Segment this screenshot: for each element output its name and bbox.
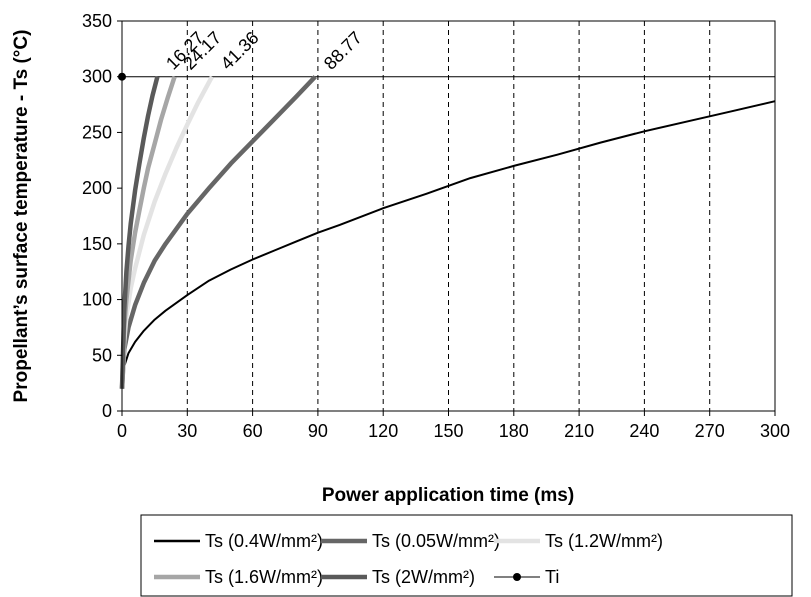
y-tick-label: 50 bbox=[92, 345, 112, 365]
y-tick-label: 300 bbox=[82, 67, 112, 87]
series-line bbox=[121, 100, 776, 389]
series-line bbox=[119, 75, 317, 389]
legend-label: Ts (1.2W/mm²) bbox=[545, 531, 663, 551]
annotation-label: 88.77 bbox=[320, 28, 366, 74]
x-tick-label: 90 bbox=[308, 421, 328, 441]
series-line bbox=[119, 76, 160, 389]
x-tick-label: 270 bbox=[695, 421, 725, 441]
y-axis-title: Propellant’s surface temperature - Ts (°… bbox=[11, 30, 32, 403]
legend: Ts (0.4W/mm²) Ts (0.05W/mm²) Ts (1.2W/mm²)… bbox=[140, 514, 793, 597]
y-tick-label: 0 bbox=[102, 401, 112, 421]
legend-marker bbox=[513, 573, 521, 581]
axes: 0 50 100 150 200 250 300 350 0 30 60 90 120 150 180 210… bbox=[82, 11, 790, 441]
x-axis-title: Power application time (ms) bbox=[322, 485, 574, 506]
legend-label: Ts (0.05W/mm²) bbox=[372, 531, 500, 551]
x-tick-label: 30 bbox=[177, 421, 197, 441]
legend-label: Ti bbox=[545, 567, 559, 587]
x-tick-label: 240 bbox=[629, 421, 659, 441]
y-tick-label: 250 bbox=[82, 122, 112, 142]
x-tick-label: 300 bbox=[760, 421, 790, 441]
series-layer bbox=[118, 72, 776, 389]
grid bbox=[186, 21, 711, 411]
x-tick-label: 150 bbox=[433, 421, 463, 441]
x-tick-label: 210 bbox=[564, 421, 594, 441]
y-tick-label: 100 bbox=[82, 290, 112, 310]
annotation-label: 41.36 bbox=[217, 28, 263, 74]
x-tick-label: 180 bbox=[499, 421, 529, 441]
y-tick-label: 350 bbox=[82, 11, 112, 31]
legend-label: Ts (2W/mm²) bbox=[372, 567, 475, 587]
x-tick-label: 60 bbox=[243, 421, 263, 441]
legend-box bbox=[140, 514, 793, 597]
y-tick-label: 200 bbox=[82, 178, 112, 198]
legend-label: Ts (1.6W/mm²) bbox=[205, 567, 323, 587]
legend-label: Ts (0.4W/mm²) bbox=[205, 531, 323, 551]
x-tick-label: 0 bbox=[117, 421, 127, 441]
x-tick-label: 120 bbox=[368, 421, 398, 441]
y-tick-label: 150 bbox=[82, 234, 112, 254]
